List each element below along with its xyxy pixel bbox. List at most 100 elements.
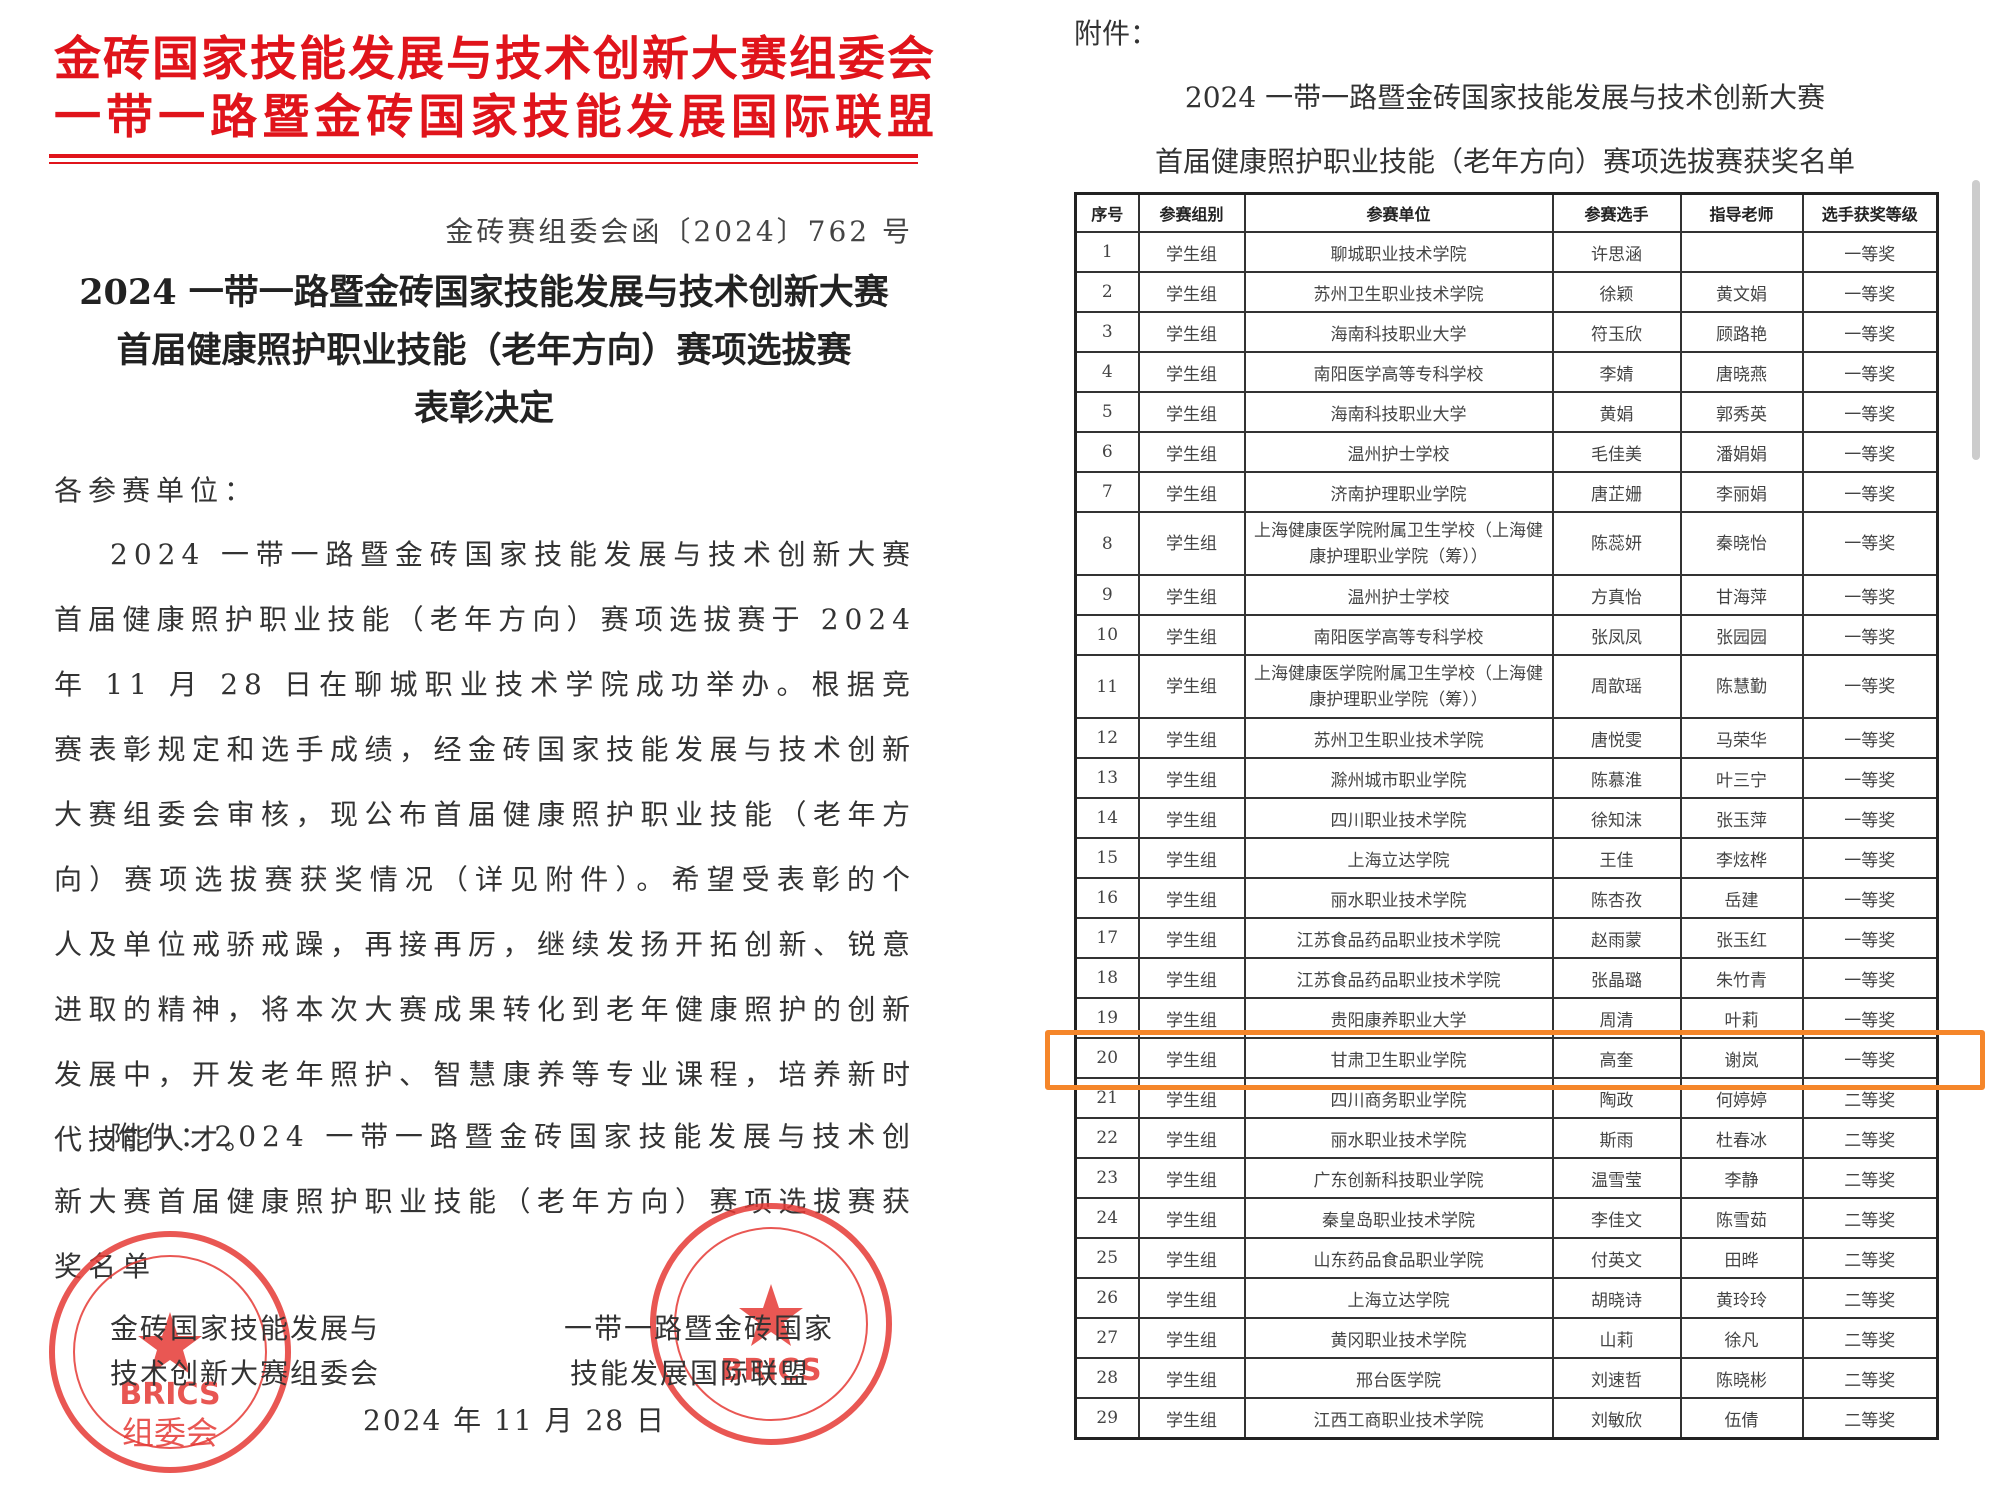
table-cell: 济南护理职业学院	[1243, 471, 1554, 513]
signatory-line: 一带一路暨金砖国家	[564, 1312, 835, 1345]
table-row: 22 学生组 丽水职业技术学院 斯雨 杜春冰 二等奖	[1074, 1117, 1939, 1159]
table-row: 8 学生组 上海健康医学院附属卫生学校（上海健康护理职业学院（筹）） 陈蕊妍 秦晓怡 一等…	[1074, 511, 1939, 576]
table-cell: 学生组	[1137, 957, 1246, 999]
table-cell: 9	[1074, 574, 1140, 616]
table-row: 20 学生组 甘肃卫生职业学院 高奎 谢岚 一等奖	[1074, 1037, 1939, 1079]
table-cell: 毛佳美	[1551, 431, 1682, 473]
table-cell: 学生组	[1137, 917, 1246, 959]
table-cell: 陈蕊妍	[1551, 511, 1682, 576]
table-cell: 高奎	[1551, 1037, 1682, 1079]
table-cell: 江苏食品药品职业技术学院	[1243, 957, 1554, 999]
attachment-title: 首届健康照护职业技能（老年方向）赛项选拔赛获奖名单	[1154, 145, 1855, 178]
table-cell: 一等奖	[1801, 717, 1939, 759]
table-cell: 杜春冰	[1679, 1117, 1804, 1159]
notice-body: 2024 一带一路暨金砖国家技能发展与技术创新大赛首届健康照护职业技能（老年方向…	[54, 538, 916, 1156]
table-cell: 徐凡	[1679, 1317, 1804, 1359]
table-cell: 伍倩	[1679, 1397, 1804, 1440]
table-cell: 12	[1074, 717, 1140, 759]
table-cell: 学生组	[1137, 511, 1246, 576]
salutation: 各参赛单位：	[54, 474, 259, 507]
table-row: 3 学生组 海南科技职业大学 符玉欣 顾路艳 一等奖	[1074, 311, 1939, 353]
table-cell: 学生组	[1137, 1197, 1246, 1239]
table-cell: 13	[1074, 757, 1140, 799]
table-cell: 赵雨蒙	[1551, 917, 1682, 959]
table-cell: 14	[1074, 797, 1140, 839]
table-cell: 二等奖	[1801, 1357, 1939, 1399]
table-cell: 学生组	[1137, 351, 1246, 393]
table-cell: 学生组	[1137, 1277, 1246, 1319]
table-cell: 一等奖	[1801, 311, 1939, 353]
table-cell: 一等奖	[1801, 654, 1939, 719]
column-header: 参赛组别	[1137, 192, 1246, 233]
table-cell: 潘娟娟	[1679, 431, 1804, 473]
table-cell: 29	[1074, 1397, 1140, 1440]
table-cell: 学生组	[1137, 471, 1246, 513]
table-cell: 山莉	[1551, 1317, 1682, 1359]
signatory-line: 技术创新大赛组委会	[110, 1357, 381, 1390]
table-cell: 许思涵	[1551, 231, 1682, 273]
table-row: 15 学生组 上海立达学院 王佳 李炫桦 一等奖	[1074, 837, 1939, 879]
seal-mark: BRICS	[119, 1377, 220, 1412]
table-cell: 一等奖	[1801, 917, 1939, 959]
table-cell: 郭秀英	[1679, 391, 1804, 433]
table-row: 10 学生组 南阳医学高等专科学校 张凤凤 张园园 一等奖	[1074, 614, 1939, 656]
table-cell: 广东创新科技职业学院	[1243, 1157, 1554, 1199]
table-cell: 学生组	[1137, 574, 1246, 616]
table-cell: 1	[1074, 231, 1140, 273]
table-cell: 刘速哲	[1551, 1357, 1682, 1399]
table-cell: 一等奖	[1801, 757, 1939, 799]
table-cell: 徐颖	[1551, 271, 1682, 313]
table-cell: 方真怡	[1551, 574, 1682, 616]
table-cell: 一等奖	[1801, 837, 1939, 879]
table-row: 11 学生组 上海健康医学院附属卫生学校（上海健康护理职业学院（筹）） 周歆瑶 陈慧勤一…	[1074, 654, 1939, 719]
table-row: 12 学生组 苏州卫生职业技术学院 唐悦雯 马荣华 一等奖	[1074, 717, 1939, 759]
table-cell: 苏州卫生职业技术学院	[1243, 271, 1554, 313]
table-cell: 张玉红	[1679, 917, 1804, 959]
table-cell: 黄文娟	[1679, 271, 1804, 313]
table-cell: 叶三宁	[1679, 757, 1804, 799]
table-row: 9 学生组 温州护士学校 方真怡 甘海萍 一等奖	[1074, 574, 1939, 616]
table-row: 5 学生组 海南科技职业大学 黄娟 郭秀英 一等奖	[1074, 391, 1939, 433]
table-cell: 16	[1074, 877, 1140, 919]
table-cell: 7	[1074, 471, 1140, 513]
table-cell: 二等奖	[1801, 1117, 1939, 1159]
notice-title: 首届健康照护职业技能（老年方向）赛项选拔赛	[116, 330, 852, 371]
table-row: 6 学生组 温州护士学校 毛佳美 潘娟娟 一等奖	[1074, 431, 1939, 473]
table-cell: 朱竹青	[1679, 957, 1804, 999]
table-cell: 徐知沫	[1551, 797, 1682, 839]
notice-title: 2024 一带一路暨金砖国家技能发展与技术创新大赛	[79, 272, 889, 313]
attachment-page: 附件： 2024 一带一路暨金砖国家技能发展与技术创新大赛 首届健康照护职业技能…	[1040, 0, 2000, 1498]
table-cell: 唐芷姗	[1551, 471, 1682, 513]
table-cell: 5	[1074, 391, 1140, 433]
table-cell: 秦晓怡	[1679, 511, 1804, 576]
table-cell: 一等奖	[1801, 797, 1939, 839]
table-row: 27 学生组 黄冈职业技术学院 山莉 徐凡 二等奖	[1074, 1317, 1939, 1359]
table-row: 29 学生组 江西工商职业技术学院 刘敏欣 伍倩 二等奖	[1074, 1397, 1939, 1440]
table-cell: 学生组	[1137, 1397, 1246, 1440]
seal-label: 组委会	[122, 1414, 218, 1452]
table-cell: 陈晓彬	[1679, 1357, 1804, 1399]
table-row: 2 学生组 苏州卫生职业技术学院 徐颖 黄文娟 一等奖	[1074, 271, 1939, 313]
table-cell: 张晶璐	[1551, 957, 1682, 999]
table-cell: 陶政	[1551, 1077, 1682, 1119]
table-row: 26 学生组 上海立达学院 胡晓诗 黄玲玲 二等奖	[1074, 1277, 1939, 1319]
table-cell: 学生组	[1137, 391, 1246, 433]
table-cell: 唐晓燕	[1679, 351, 1804, 393]
column-header: 选手获奖等级	[1801, 192, 1939, 233]
doc-number: 金砖赛组委会函〔2024〕762 号	[445, 215, 913, 248]
table-cell: 江苏食品药品职业技术学院	[1243, 917, 1554, 959]
table-cell: 18	[1074, 957, 1140, 999]
table-cell: 24	[1074, 1197, 1140, 1239]
header-row: 序号 参赛组别 参赛单位 参赛选手 指导老师 选手获奖等级	[1074, 192, 1939, 233]
attachment-label: 附件：	[1074, 17, 1159, 50]
table-cell: 8	[1074, 511, 1140, 576]
table-cell: 学生组	[1137, 1037, 1246, 1079]
table-cell: 学生组	[1137, 1157, 1246, 1199]
table-cell: 李佳文	[1551, 1197, 1682, 1239]
table-row: 4 学生组 南阳医学高等专科学校 李婧 唐晓燕 一等奖	[1074, 351, 1939, 393]
table-cell: 胡晓诗	[1551, 1277, 1682, 1319]
table-cell: 李丽娟	[1679, 471, 1804, 513]
table-cell: 苏州卫生职业技术学院	[1243, 717, 1554, 759]
table-cell: 丽水职业技术学院	[1243, 1117, 1554, 1159]
